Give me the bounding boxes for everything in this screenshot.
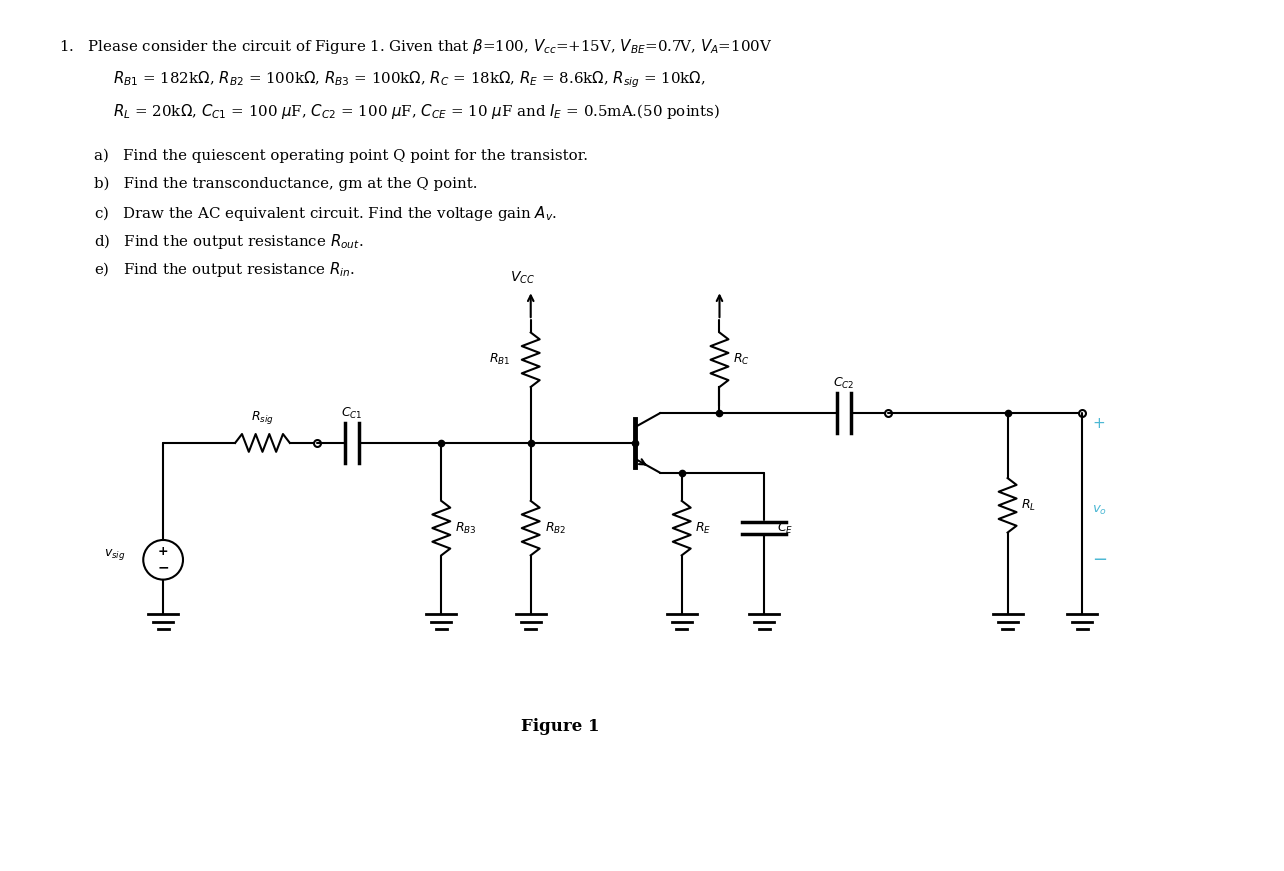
- Text: $R_E$: $R_E$: [695, 521, 711, 536]
- Text: Figure 1: Figure 1: [521, 718, 600, 735]
- Text: +: +: [1093, 415, 1104, 430]
- Text: $R_{B3}$: $R_{B3}$: [456, 521, 476, 536]
- Text: $R_{B1}$: $R_{B1}$: [489, 352, 511, 368]
- Text: $R_{B1}$ = 182k$\Omega$, $R_{B2}$ = 100k$\Omega$, $R_{B3}$ = 100k$\Omega$, $R_C$: $R_{B1}$ = 182k$\Omega$, $R_{B2}$ = 100k…: [113, 70, 706, 90]
- Text: +: +: [158, 545, 168, 558]
- Text: c)   Draw the AC equivalent circuit. Find the voltage gain $A_v$.: c) Draw the AC equivalent circuit. Find …: [94, 204, 557, 223]
- Text: $R_{B2}$: $R_{B2}$: [544, 521, 566, 536]
- Text: $R_L$: $R_L$: [1021, 497, 1036, 513]
- Text: $C_{C2}$: $C_{C2}$: [833, 376, 854, 391]
- Text: $R_{sig}$: $R_{sig}$: [252, 409, 273, 426]
- Text: −: −: [158, 561, 169, 575]
- Text: b)   Find the transconductance, gm at the Q point.: b) Find the transconductance, gm at the …: [94, 177, 478, 191]
- Text: d)   Find the output resistance $R_{out}$.: d) Find the output resistance $R_{out}$.: [94, 232, 363, 251]
- Text: $R_L$ = 20k$\Omega$, $C_{C1}$ = 100 $\mu$F, $C_{C2}$ = 100 $\mu$F, $C_{CE}$ = 10: $R_L$ = 20k$\Omega$, $C_{C1}$ = 100 $\mu…: [113, 102, 720, 121]
- Text: 1.   Please consider the circuit of Figure 1. Given that $\beta$=100, $V_{cc}$=+: 1. Please consider the circuit of Figure…: [59, 37, 772, 56]
- Text: $C_{C1}$: $C_{C1}$: [342, 406, 362, 422]
- Text: $C_E$: $C_E$: [777, 521, 794, 536]
- Text: $R_C$: $R_C$: [733, 352, 750, 368]
- Text: $V_{CC}$: $V_{CC}$: [510, 270, 535, 287]
- Text: $v_o$: $v_o$: [1093, 503, 1107, 517]
- Text: e)   Find the output resistance $R_{in}$.: e) Find the output resistance $R_{in}$.: [94, 260, 354, 279]
- Text: −: −: [1093, 550, 1107, 569]
- Text: $v_{sig}$: $v_{sig}$: [104, 547, 126, 563]
- Text: a)   Find the quiescent operating point Q point for the transistor.: a) Find the quiescent operating point Q …: [94, 149, 588, 163]
